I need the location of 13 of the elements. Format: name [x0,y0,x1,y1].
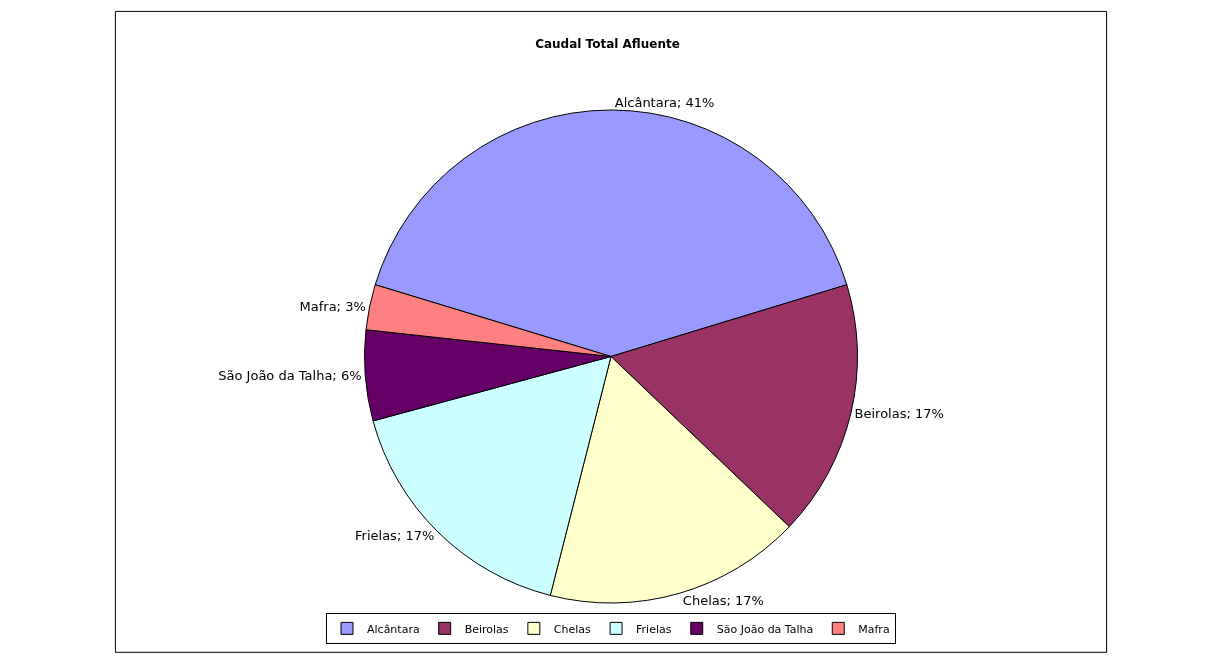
data-label: São João da Talha; 6% [218,368,362,384]
legend-label: Mafra [858,622,890,636]
chart-title: Caudal Total Afluente [535,37,680,52]
legend-label: Alcântara [367,622,420,636]
data-label: Alcântara; 41% [614,95,715,110]
legend-label: Beirolas [464,622,509,636]
data-label: Chelas; 17% [682,592,764,608]
data-label: Frielas; 17% [355,528,435,544]
data-label: Beirolas; 17% [854,406,944,422]
data-label: Mafra; 3% [299,299,366,315]
legend-label: Frielas [636,622,672,636]
legend-label: Chelas [553,622,592,636]
legend-label: São João da Talha [716,622,814,636]
